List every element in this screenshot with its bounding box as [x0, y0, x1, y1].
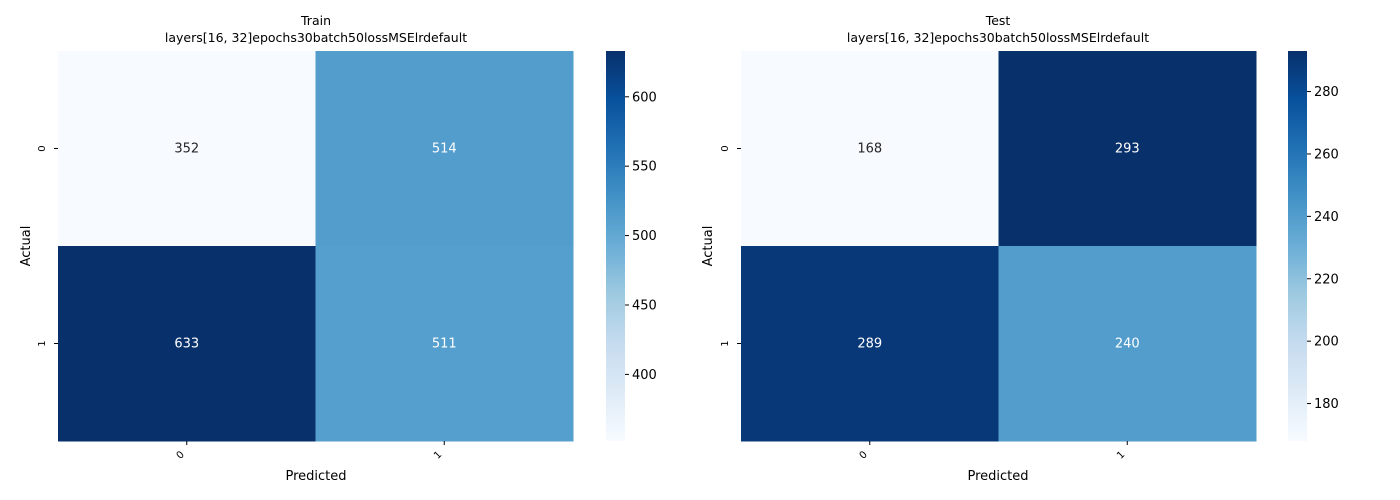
- x-tick-label: 0: [175, 449, 187, 461]
- heatmap-cells: 352 514 633 511: [58, 51, 574, 442]
- cell-value-label: 168: [857, 142, 882, 157]
- y-tick-label: 0: [720, 145, 731, 151]
- heatmap-cell: [58, 51, 316, 247]
- heatmap-panel-train: Train layers[16, 32]epochs30batch50lossM…: [19, 13, 657, 484]
- heatmap-cell: [58, 246, 316, 442]
- heatmap-cells: 168 293 289 240: [741, 51, 1257, 442]
- colorbar-ticks: 180 200 220 240 260 280: [1307, 85, 1339, 412]
- colorbar: [1288, 51, 1307, 441]
- heatmap-panel-test: Test layers[16, 32]epochs30batch50lossMS…: [701, 13, 1339, 484]
- colorbar-tick-label: 280: [1314, 85, 1339, 100]
- cell-value-label: 293: [1115, 142, 1140, 157]
- y-tick-label: 1: [720, 340, 731, 346]
- x-axis-label: Predicted: [967, 469, 1028, 484]
- cell-value-label: 289: [857, 337, 882, 352]
- colorbar-ticks: 400 450 500 550 600: [625, 90, 657, 383]
- colorbar-tick-label: 450: [632, 298, 657, 313]
- y-tick-label: 1: [37, 340, 48, 346]
- x-tick-label: 1: [432, 449, 444, 461]
- colorbar-tick-label: 260: [1314, 147, 1339, 162]
- y-axis-label: Actual: [701, 226, 716, 267]
- chart-subtitle: layers[16, 32]epochs30batch50lossMSElrde…: [847, 30, 1149, 45]
- colorbar-tick-label: 600: [632, 90, 657, 105]
- colorbar: [606, 51, 625, 441]
- cell-value-label: 352: [174, 142, 199, 157]
- x-tick-label: 1: [1115, 449, 1127, 461]
- heatmap-cell: [315, 246, 574, 442]
- y-tick-label: 0: [37, 145, 48, 151]
- chart-title: Train: [300, 13, 331, 28]
- y-axis-label: Actual: [19, 226, 34, 267]
- colorbar-tick-label: 550: [632, 160, 657, 175]
- cell-value-label: 511: [432, 337, 457, 352]
- colorbar-tick-label: 200: [1314, 335, 1339, 350]
- cell-value-label: 514: [432, 142, 457, 157]
- chart-subtitle: layers[16, 32]epochs30batch50lossMSElrde…: [165, 30, 467, 45]
- heatmap-cell: [998, 51, 1257, 247]
- colorbar-tick-label: 500: [632, 229, 657, 244]
- heatmap-cell: [741, 51, 999, 247]
- cell-value-label: 240: [1115, 337, 1140, 352]
- colorbar-tick-label: 400: [632, 368, 657, 383]
- x-tick-label: 0: [858, 449, 870, 461]
- x-axis-label: Predicted: [285, 469, 346, 484]
- heatmap-cell: [741, 246, 999, 442]
- cell-value-label: 633: [174, 337, 199, 352]
- colorbar-tick-label: 180: [1314, 397, 1339, 412]
- heatmap-cell: [315, 51, 574, 247]
- colorbar-tick-label: 220: [1314, 272, 1339, 287]
- chart-title: Test: [985, 13, 1011, 28]
- colorbar-tick-label: 240: [1314, 210, 1339, 225]
- heatmap-cell: [998, 246, 1257, 442]
